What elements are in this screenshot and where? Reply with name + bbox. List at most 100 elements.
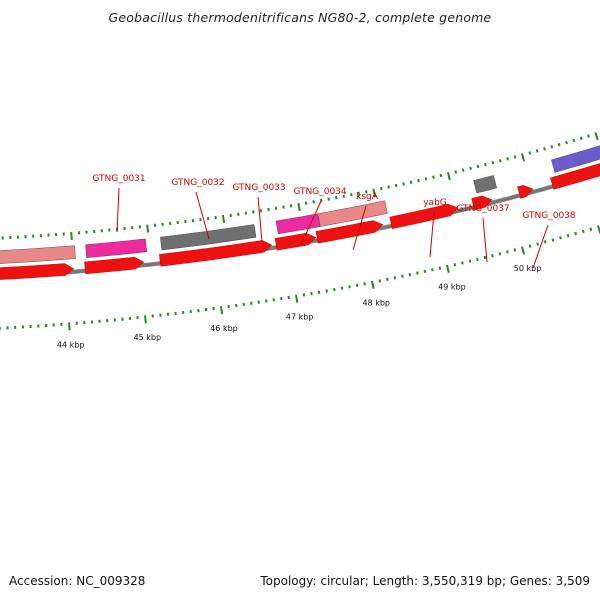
gene-label-leader [482,217,488,263]
gene-label: GTNG_0034 [293,187,347,197]
cds-arrow [517,185,534,199]
outer-tick [312,200,315,204]
scale-minor-tick [317,290,321,294]
scale-minor-tick [461,261,464,265]
outer-tick [506,157,509,161]
gene-label-leader [352,205,367,251]
scale-major-tick [521,246,525,255]
scale-minor-tick [528,244,532,248]
outer-tick [304,201,308,205]
scale-minor-tick [483,255,487,260]
outer-tick [476,164,480,169]
scale-major-tick [68,322,71,331]
gene-label: GTNG_0031 [92,174,145,184]
outer-tick [543,147,546,151]
outer-tick [289,204,293,208]
gene-feature [551,145,600,173]
outer-tick [364,190,368,194]
scale-label: 45 kbp [134,333,162,342]
outer-tick [319,198,323,203]
cds-arrow [389,203,459,230]
cds-arrow [84,256,145,275]
outer-tick [417,178,420,183]
gene-label-leader [429,211,435,258]
scale-minor-tick [551,238,555,242]
scale-minor-tick [468,259,472,263]
outer-tick [498,159,502,163]
scale-label: 48 kbp [363,298,391,307]
scale-major-tick [295,294,299,303]
gene-label: GTNG_0038 [522,211,576,221]
scale-minor-tick [340,286,344,290]
outer-tick [146,224,150,233]
cds-arrow [550,163,600,190]
scale-minor-tick [325,289,328,293]
scale-minor-tick [393,276,397,280]
outer-tick [297,202,301,212]
scale-minor-tick [408,272,412,277]
scale-minor-tick [363,282,366,286]
gene-feature [0,245,76,264]
outer-tick [221,214,226,224]
outer-tick [409,180,413,184]
gene-label-leader [300,200,322,246]
scale-minor-tick [401,274,404,278]
cds-arrow [315,220,384,244]
outer-tick [349,193,353,197]
scale-label: 49 kbp [438,282,466,291]
scale-major-tick [446,264,450,273]
scale-minor-tick [355,283,359,287]
scale-major-tick [371,280,375,289]
scale-minor-tick [423,269,427,274]
scale-minor-tick [416,271,419,275]
scale-minor-tick [574,231,578,236]
scale-label: 47 kbp [286,312,314,321]
gene-label: GTNG_0033 [232,183,285,193]
cds-arrow [274,232,317,251]
outer-tick [439,173,443,178]
scale-major-tick [144,315,147,324]
outer-tick [521,153,526,162]
genome-summary-text: Topology: circular; Length: 3,550,319 bp… [260,574,590,588]
outer-tick [424,177,428,181]
outer-tick [70,231,73,240]
scale-minor-tick [302,293,306,297]
outer-tick [557,142,561,147]
outer-tick [587,134,590,138]
gene-feature [317,200,388,227]
outer-tick [334,196,338,200]
outer-tick [484,162,487,167]
scale-minor-tick [453,262,457,267]
gene-label: yabG [423,198,447,208]
scale-minor-tick [543,240,547,244]
gene-label-leader [195,191,210,240]
outer-tick [550,145,554,149]
outer-tick [342,194,346,198]
outer-tick [372,188,377,197]
outer-tick [491,161,495,165]
scale-major-tick [220,305,224,315]
scale-minor-tick [386,277,389,282]
scale-minor-tick [476,257,479,262]
scale-label: 44 kbp [57,340,85,349]
outer-tick [454,170,458,174]
scale-minor-tick [498,252,502,256]
outer-tick [535,149,539,153]
gene-label-leader [257,196,263,243]
outer-tick [394,183,398,188]
outer-tick [402,182,405,186]
scale-minor-tick [438,266,442,270]
gene-feature [85,238,147,258]
scale-label: 46 kbp [210,324,238,333]
gene-label: GTNG_0037 [456,204,509,214]
scale-minor-tick [491,253,494,258]
scale-minor-tick [333,287,336,292]
scale-minor-tick [566,233,570,238]
gene-label-leader [116,187,120,233]
outer-tick [572,138,576,143]
scale-minor-tick [506,250,509,254]
gene-label: GTNG_0032 [171,178,224,188]
scale-minor-tick [559,236,562,240]
